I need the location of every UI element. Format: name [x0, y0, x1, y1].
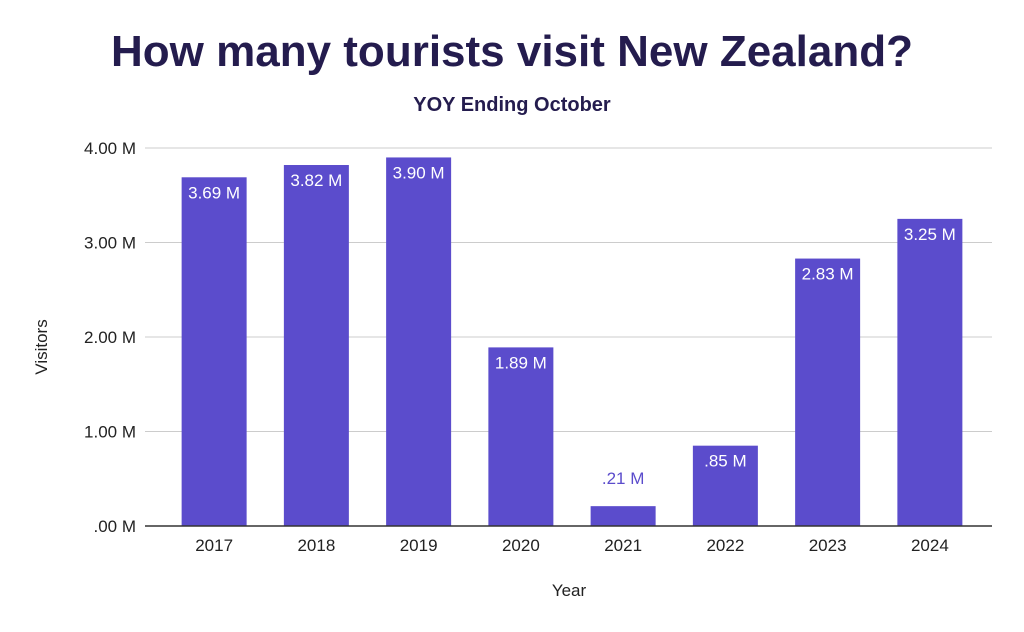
x-tick-label: 2019 — [400, 536, 438, 555]
data-label: 3.69 M — [188, 183, 240, 202]
data-labels: 3.69 M 3.82 M 3.90 M 1.89 M .21 M .85 M 2.83 M… — [188, 163, 956, 488]
bars — [181, 157, 963, 527]
chart-title: How many tourists visit New Zealand? — [111, 27, 913, 76]
y-tick-label: 1.00 M — [84, 423, 136, 442]
x-tick-label: 2020 — [502, 536, 540, 555]
y-tick-label: 4.00 M — [84, 139, 136, 158]
data-label: 2.83 M — [802, 265, 854, 284]
data-label: .21 M — [602, 469, 645, 488]
gridlines — [145, 147, 992, 432]
x-axis-ticks: 2017 2018 2019 2020 2021 2022 2023 2024 — [195, 536, 949, 555]
x-tick-label: 2017 — [195, 536, 233, 555]
x-tick-label: 2018 — [297, 536, 335, 555]
data-label: 1.89 M — [495, 353, 547, 372]
bar-2018 — [283, 165, 349, 526]
data-label: 3.90 M — [393, 163, 445, 182]
y-tick-label: 2.00 M — [84, 328, 136, 347]
x-tick-label: 2024 — [911, 536, 949, 555]
data-label: 3.25 M — [904, 225, 956, 244]
bar-2022 — [692, 445, 758, 526]
chart-subtitle: YOY Ending October — [413, 94, 611, 116]
data-label: .85 M — [704, 452, 747, 471]
data-label: 3.82 M — [290, 171, 342, 190]
y-tick-label: .00 M — [93, 517, 136, 536]
x-axis-title: Year — [552, 581, 587, 600]
bar-2017 — [181, 177, 247, 527]
y-tick-label: 3.00 M — [84, 234, 136, 253]
bar-2024 — [897, 218, 963, 526]
x-tick-label: 2021 — [604, 536, 642, 555]
x-tick-label: 2023 — [809, 536, 847, 555]
bar-2019 — [386, 157, 452, 526]
bar-2021 — [590, 506, 656, 526]
y-axis-title: Visitors — [32, 319, 51, 374]
bar-2023 — [795, 258, 861, 526]
bar-2020 — [488, 347, 554, 526]
x-tick-label: 2022 — [706, 536, 744, 555]
y-axis-ticks: .00 M 1.00 M 2.00 M 3.00 M 4.00 M — [84, 139, 136, 536]
